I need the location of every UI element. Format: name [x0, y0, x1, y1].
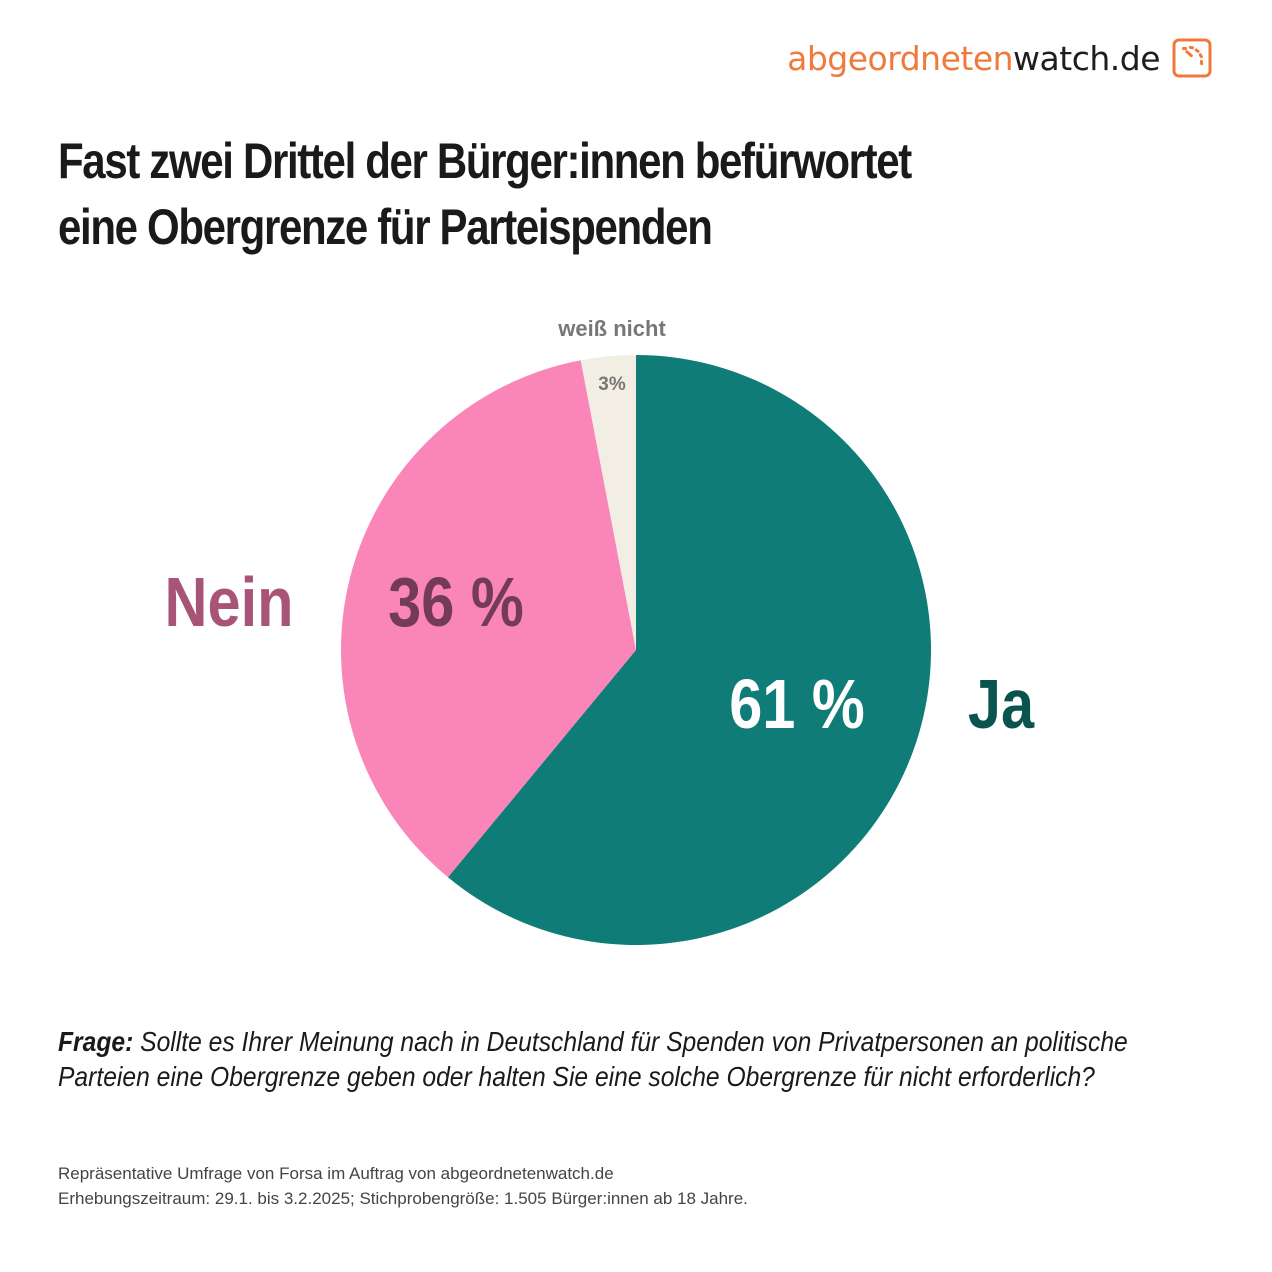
category-label-nein: Nein	[165, 562, 294, 641]
source-note: Repräsentative Umfrage von Forsa im Auft…	[58, 1161, 748, 1211]
pie-slice-wei-nicht	[580, 355, 636, 650]
question-text: Sollte es Ihrer Meinung nach in Deutschl…	[58, 1026, 1128, 1092]
source-line-1: Repräsentative Umfrage von Forsa im Auft…	[58, 1164, 614, 1183]
logo-wordmark-orange: abgeordneten	[787, 38, 1014, 78]
gauge-icon	[1172, 38, 1212, 78]
pie-slice-ja	[447, 355, 931, 945]
chart-title-line-2: eine Obergrenze für Parteispenden	[58, 199, 713, 255]
brand-logo[interactable]: abgeordnetenwatch.de	[787, 38, 1212, 78]
chart-title-line-1: Fast zwei Drittel der Bürger:innen befür…	[58, 133, 912, 189]
logo-wordmark: abgeordnetenwatch.de	[787, 42, 1160, 75]
category-label-ja: Ja	[968, 664, 1035, 743]
value-label-ja: 61 %	[729, 664, 865, 743]
source-line-2: Erhebungszeitraum: 29.1. bis 3.2.2025; S…	[58, 1189, 748, 1208]
question-label: Frage:	[58, 1026, 134, 1057]
pie-slice-nein	[340, 360, 636, 878]
survey-question: Frage: Sollte es Ihrer Meinung nach in D…	[58, 1024, 1202, 1094]
value-label-nein: 36 %	[388, 562, 524, 641]
logo-wordmark-dark: watch.de	[1013, 38, 1160, 78]
category-label-weiss-nicht: weiß nicht	[557, 316, 666, 341]
chart-title: Fast zwei Drittel der Bürger:innen befür…	[58, 128, 1150, 260]
value-label-weiss-nicht: 3%	[598, 374, 626, 395]
